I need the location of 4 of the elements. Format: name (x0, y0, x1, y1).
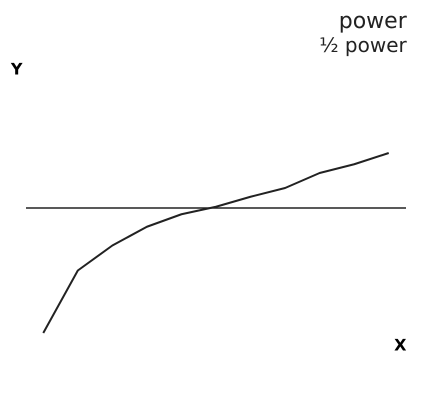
y-axis-title: Y (10, 60, 23, 78)
chart-title: power (338, 9, 408, 34)
chart-subtitle: ½ power (319, 33, 408, 57)
x-axis-title: X (394, 336, 408, 354)
